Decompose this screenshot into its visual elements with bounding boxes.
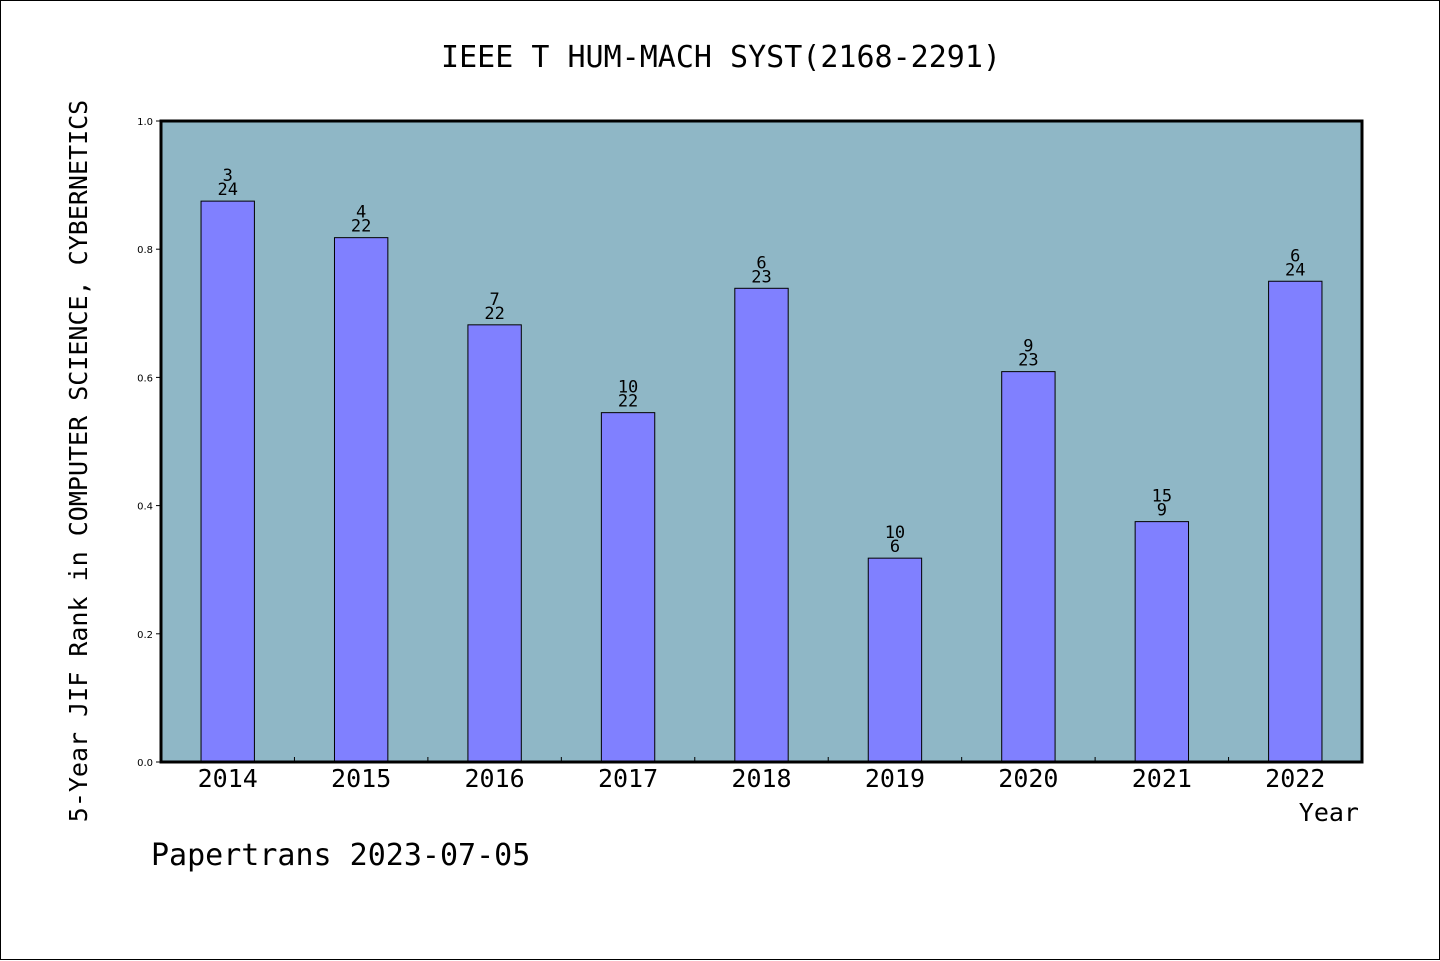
bar xyxy=(1001,371,1056,763)
bar-total-label: 22 xyxy=(484,304,504,324)
bar-total-label: 23 xyxy=(1018,351,1038,371)
bar-total-label: 22 xyxy=(351,217,371,237)
chart-title: IEEE T HUM-MACH SYST(2168-2291) xyxy=(441,40,1001,75)
y-tick-label: 1.0 xyxy=(137,117,153,128)
bar-rank-label: 9 xyxy=(1023,337,1033,357)
bar-total-label: 24 xyxy=(217,180,237,200)
y-tick-label: 0.0 xyxy=(137,758,153,769)
y-tick-label: 0.8 xyxy=(137,245,153,256)
footer-text: Papertrans 2023-07-05 xyxy=(151,838,530,873)
bar xyxy=(867,557,923,763)
x-tick-label: 2016 xyxy=(465,764,525,793)
x-tick-label: 2021 xyxy=(1132,764,1192,793)
x-tick-label: 2022 xyxy=(1265,764,1325,793)
bar-rank-label: 6 xyxy=(756,253,766,273)
x-tick-label: 2017 xyxy=(598,764,658,793)
plot-border xyxy=(159,119,1364,764)
x-tick-label: 2020 xyxy=(998,764,1058,793)
y-axis-label: 5-Year JIF Rank in COMPUTER SCIENCE, CYB… xyxy=(64,100,93,822)
x-tick-label: 2014 xyxy=(198,764,258,793)
bar-rank-label: 4 xyxy=(356,203,366,223)
bar-rank-label: 6 xyxy=(1290,246,1300,266)
bar xyxy=(734,287,789,763)
bar-total-label: 23 xyxy=(751,267,771,287)
bar xyxy=(333,237,389,763)
x-tick-label: 2019 xyxy=(865,764,925,793)
bar-rank-label: 10 xyxy=(618,378,638,398)
x-tick-label: 2018 xyxy=(731,764,791,793)
y-tick-label: 0.6 xyxy=(137,373,153,384)
x-tick-label: 2015 xyxy=(331,764,391,793)
x-axis-label: Year xyxy=(1299,798,1359,827)
bar xyxy=(467,324,522,763)
bar-total-label: 6 xyxy=(890,537,900,557)
bar xyxy=(1268,280,1323,763)
bar-rank-label: 3 xyxy=(223,166,233,186)
bar xyxy=(200,200,255,763)
bar xyxy=(1134,521,1190,763)
bar xyxy=(600,412,656,763)
bar-total-label: 22 xyxy=(618,392,638,412)
bar-rank-label: 15 xyxy=(1152,487,1172,507)
bar-rank-label: 10 xyxy=(885,523,905,543)
bar-rank-label: 7 xyxy=(489,290,499,310)
y-tick-label: 0.4 xyxy=(137,502,153,513)
bar-total-label: 9 xyxy=(1157,501,1167,521)
y-ticks: 0.0 0.2 0.4 0.6 0.8 1.0 xyxy=(137,117,161,769)
bar-total-label: 24 xyxy=(1285,260,1305,280)
y-tick-label: 0.2 xyxy=(137,630,153,641)
x-ticks: 2014 2015 2016 2017 2018 2019 2020 2021 2022 xyxy=(198,757,1325,793)
